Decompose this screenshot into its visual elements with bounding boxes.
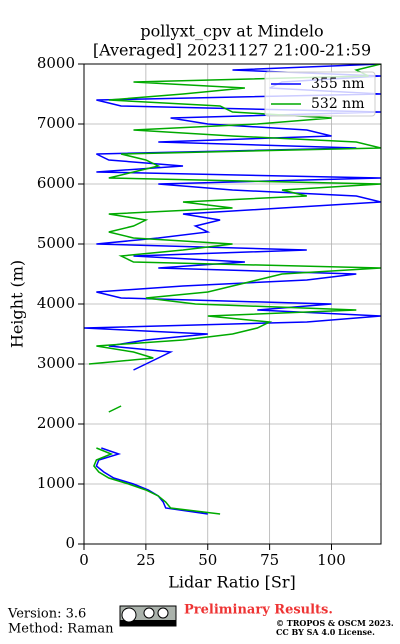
y-tick-label: 1000 [37, 474, 75, 492]
y-tick-label: 0 [65, 534, 75, 552]
y-tick-label: 3000 [37, 354, 75, 372]
x-axis-label: Lidar Ratio [Sr] [168, 573, 296, 592]
legend-label: 355 nm [311, 76, 364, 92]
preliminary-text: Preliminary Results. [184, 603, 333, 618]
x-tick-label: 0 [79, 551, 89, 569]
y-tick-label: 8000 [37, 54, 75, 72]
plot-frame [83, 63, 382, 545]
chart-subtitle: [Averaged] 20231127 21:00-21:59 [93, 41, 371, 60]
method-text: Method: Raman [8, 622, 114, 637]
copyright-text: © TROPOS & OSCM 2023. [276, 618, 394, 628]
x-tick-label: 75 [260, 551, 279, 569]
legend-label: 532 nm [311, 96, 364, 112]
license-text: CC BY SA 4.0 License. [276, 627, 375, 637]
y-tick-label: 2000 [37, 414, 75, 432]
y-axis-label: Height (m) [8, 260, 27, 348]
y-tick-label: 4000 [37, 294, 75, 312]
y-tick-label: 7000 [37, 114, 75, 132]
y-tick-label: 5000 [37, 234, 75, 252]
x-tick-label: 25 [136, 551, 155, 569]
chart-title: pollyxt_cpv at Mindelo [140, 22, 323, 41]
x-tick-label: 50 [198, 551, 217, 569]
profile-line [84, 64, 381, 515]
legend-box [264, 71, 376, 117]
cc-badge [119, 605, 177, 627]
version-text: Version: 3.6 [7, 607, 86, 622]
y-tick-label: 6000 [37, 174, 75, 192]
x-tick-label: 100 [317, 551, 346, 569]
